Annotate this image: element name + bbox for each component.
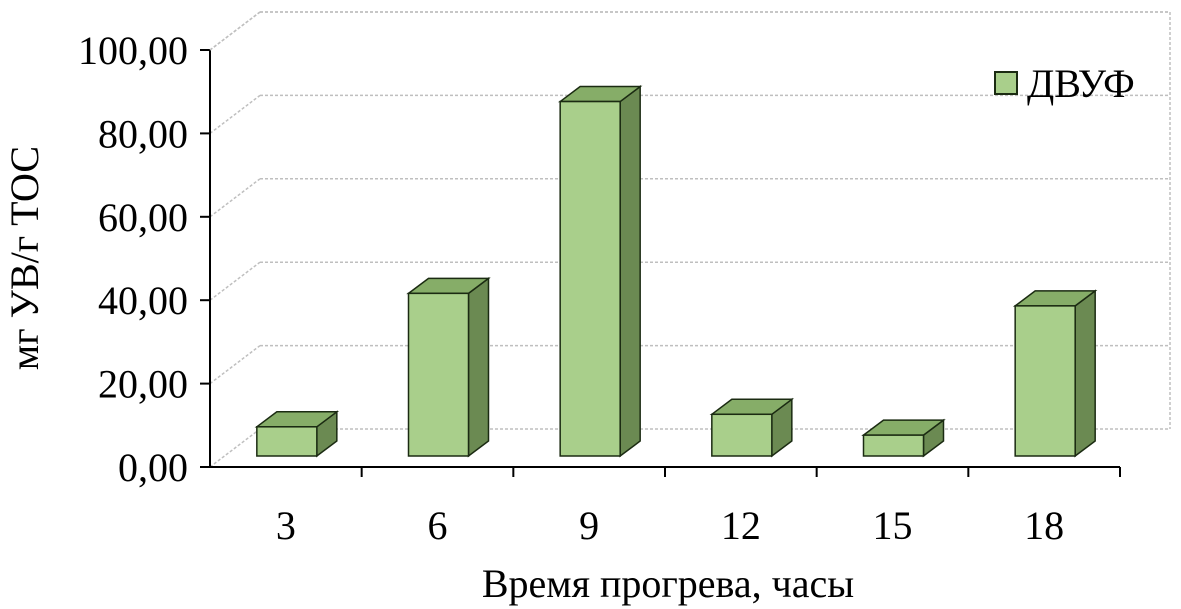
bar-front: [256, 426, 318, 457]
bar: [709, 397, 795, 458]
bar-side: [619, 85, 641, 458]
bar-side: [1074, 289, 1096, 458]
bar-side: [467, 276, 490, 458]
bar-layer: [254, 85, 1098, 458]
x-tick-label: 6: [428, 503, 448, 548]
legend-label-dvuf: ДВУФ: [1027, 61, 1135, 106]
bar-front: [711, 413, 773, 457]
bar: [1012, 289, 1098, 458]
legend-swatch: [994, 71, 1018, 95]
label-layer: Время прогрева, часы мг УВ/г ТОС 0,00 20,…: [2, 28, 1064, 606]
x-tick-label: 15: [873, 503, 913, 548]
bar-front: [407, 292, 470, 457]
bar: [557, 85, 643, 458]
back-corner-diagonal: [209, 11, 261, 51]
gridline-diagonal: [209, 94, 261, 134]
y-tick-label: 40,00: [98, 278, 188, 323]
bar: [406, 276, 491, 458]
bar: [861, 418, 946, 458]
y-tick-label: 60,00: [98, 195, 188, 240]
bar-front: [559, 100, 621, 457]
bar: [254, 410, 340, 458]
y-axis-title: мг УВ/г ТОС: [2, 146, 47, 370]
legend: ДВУФ: [994, 61, 1135, 106]
gridline-diagonal: [209, 345, 261, 385]
y-tick-label: 100,00: [78, 28, 188, 73]
y-tick-label: 80,00: [98, 111, 188, 156]
bar-front: [1014, 305, 1076, 457]
bar-front: [862, 434, 925, 457]
gridline-diagonal: [209, 261, 261, 301]
gridline-diagonal: [209, 178, 261, 218]
axis-layer: [200, 11, 1121, 477]
x-tick-label: 18: [1024, 503, 1064, 548]
x-tick-label: 12: [721, 503, 761, 548]
gridline-diagonal: [209, 428, 261, 468]
y-tick-label: 0,00: [118, 445, 188, 490]
x-tick-label: 9: [579, 503, 599, 548]
x-tick-label: 3: [276, 503, 296, 548]
x-axis-title: Время прогрева, часы: [482, 561, 854, 606]
y-tick-label: 20,00: [98, 362, 188, 407]
